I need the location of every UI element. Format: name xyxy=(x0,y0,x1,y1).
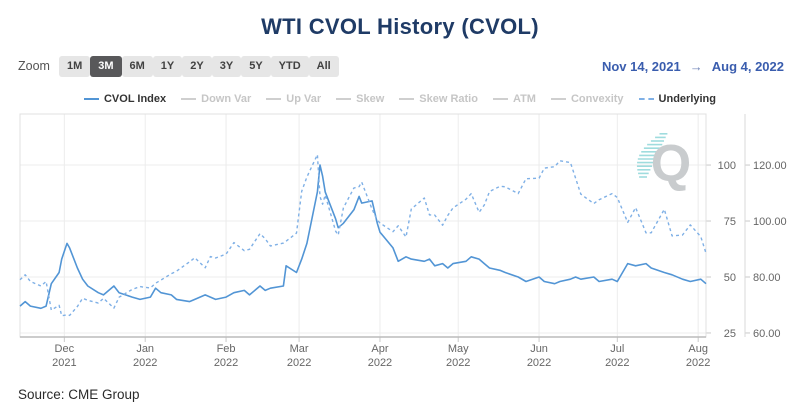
legend-label: Skew xyxy=(356,92,385,105)
cvol-axis-label: 50 xyxy=(724,272,736,284)
cvol-axis-label: 100 xyxy=(718,160,736,172)
legend-item-convexity[interactable]: Convexity xyxy=(550,92,624,105)
legend-item-cvol-index[interactable]: CVOL Index xyxy=(83,92,167,105)
date-range: Nov 14, 2021 → Aug 4, 2022 xyxy=(602,59,790,74)
x-axis-month-label: Feb xyxy=(217,343,236,355)
x-axis-year-label: 2022 xyxy=(287,357,311,369)
zoom-button-3y[interactable]: 3Y xyxy=(211,55,242,77)
solid-line-icon xyxy=(550,97,566,100)
legend-label: ATM xyxy=(512,92,536,105)
date-range-end[interactable]: Aug 4, 2022 xyxy=(711,58,784,74)
price-axis-label: 80.00 xyxy=(753,272,781,284)
x-axis-month-label: Dec xyxy=(55,343,75,355)
x-axis-year-label: 2022 xyxy=(133,357,157,369)
x-axis-month-label: Jul xyxy=(610,343,624,355)
solid-line-icon xyxy=(266,97,282,100)
zoom-button-ytd[interactable]: YTD xyxy=(270,55,309,77)
zoom-button-6m[interactable]: 6M xyxy=(121,55,153,77)
plot-border xyxy=(19,113,707,338)
legend-item-atm[interactable]: ATM xyxy=(492,92,536,105)
arrow-right-icon: → xyxy=(689,58,703,74)
toolbar: Zoom 1M 3M 6M 1Y 2Y 3Y 5Y YTD All Nov 14, 2021 →… xyxy=(0,54,800,78)
x-axis-month-label: Jun xyxy=(530,343,548,355)
price-axis-label: 100.00 xyxy=(753,216,787,228)
x-axis-month-label: Aug xyxy=(688,343,708,355)
legend-label: CVOL Index xyxy=(103,92,167,105)
legend-item-up-var[interactable]: Up Var xyxy=(266,93,321,105)
cvol-chart[interactable]: Q 25 50 75 100 60.00 80.00 100.00 120.00 Dec 2021 J… xyxy=(0,111,800,376)
dashed-line-icon xyxy=(638,97,654,100)
legend-item-underlying[interactable]: Underlying xyxy=(638,92,716,105)
price-axis-label: 120.00 xyxy=(753,160,787,172)
x-axis-year-label: 2022 xyxy=(446,357,470,369)
cvol-axis-label: 75 xyxy=(724,216,736,228)
cvol-axis-label: 25 xyxy=(724,328,736,340)
legend-label: Convexity xyxy=(570,92,624,105)
zoom-button-2y[interactable]: 2Y xyxy=(182,55,212,77)
legend-item-skew[interactable]: Skew xyxy=(336,93,384,105)
solid-line-icon xyxy=(83,97,99,100)
legend-label: Skew Ratio xyxy=(419,92,478,105)
date-range-start[interactable]: Nov 14, 2021 xyxy=(601,58,681,74)
watermark-q-icon: Q xyxy=(651,135,691,193)
solid-line-icon xyxy=(181,97,197,100)
source-note: Source: CME Group xyxy=(18,387,140,402)
price-axis-label: 60.00 xyxy=(753,328,781,340)
solid-line-icon xyxy=(336,97,352,100)
zoom-button-3m[interactable]: 3M xyxy=(90,55,122,77)
solid-line-icon xyxy=(399,97,415,100)
underlying-series-line xyxy=(19,153,707,317)
x-axis-year-label: 2022 xyxy=(214,357,238,369)
page-title: WTI CVOL History (CVOL) xyxy=(261,14,539,39)
x-axis-year-label: 2022 xyxy=(686,357,710,369)
zoom-buttons: 1M 3M 6M 1Y 2Y 3Y 5Y YTD All xyxy=(58,55,339,77)
cvol-index-series-line xyxy=(19,164,707,310)
legend: CVOL Index Down Var Up Var Skew Skew Ratio AT… xyxy=(0,91,800,106)
legend-label: Underlying xyxy=(658,92,716,105)
zoom-button-5y[interactable]: 5Y xyxy=(241,55,271,77)
legend-label: Up Var xyxy=(286,92,322,105)
legend-item-down-var[interactable]: Down Var xyxy=(181,93,251,105)
x-axis-month-label: May xyxy=(448,343,469,355)
legend-label: Down Var xyxy=(201,92,252,105)
zoom-range-selector: Zoom 1M 3M 6M 1Y 2Y 3Y 5Y YTD All xyxy=(18,55,339,77)
solid-line-icon xyxy=(492,97,508,100)
zoom-button-1m[interactable]: 1M xyxy=(58,55,91,77)
x-axis-month-label: Apr xyxy=(371,343,388,355)
zoom-button-1y[interactable]: 1Y xyxy=(152,55,183,77)
x-axis-year-label: 2022 xyxy=(368,357,392,369)
x-axis-year-label: 2021 xyxy=(52,357,76,369)
x-axis-year-label: 2022 xyxy=(605,357,629,369)
zoom-button-all[interactable]: All xyxy=(308,55,339,77)
legend-item-skew-ratio[interactable]: Skew Ratio xyxy=(399,93,478,105)
zoom-label: Zoom xyxy=(18,59,50,73)
x-axis-month-label: Jan xyxy=(136,343,154,355)
x-axis-year-label: 2022 xyxy=(527,357,551,369)
x-axis-month-label: Mar xyxy=(290,343,309,355)
